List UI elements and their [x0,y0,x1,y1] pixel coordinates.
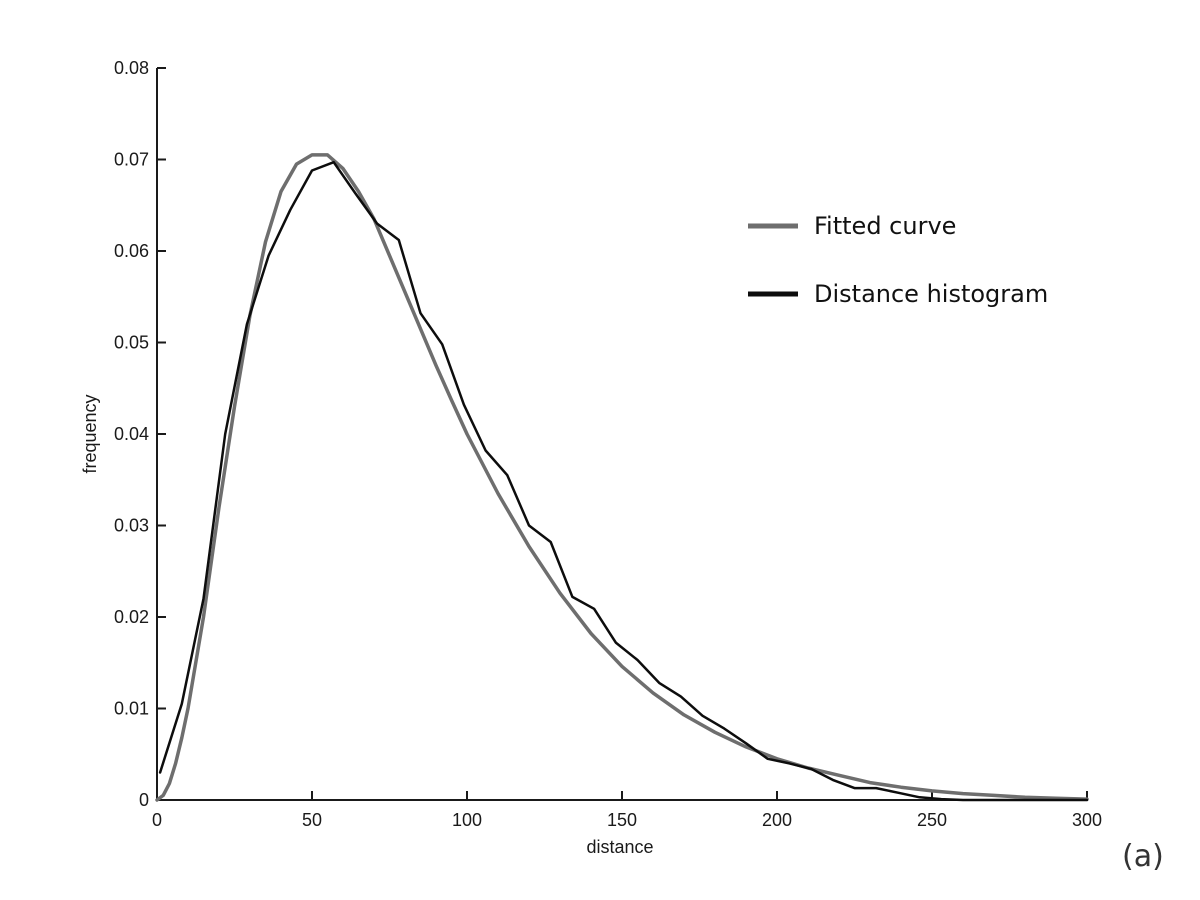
y-tick-label: 0.05 [114,333,149,353]
y-tick-label: 0.03 [114,516,149,536]
series-line-distance-histogram [158,160,1089,802]
series-layer [155,153,1089,802]
x-tick-label: 300 [1072,810,1102,830]
panel-label: (a) [1122,839,1164,874]
legend-label: Distance histogram [814,280,1048,308]
legend-label: Fitted curve [814,212,956,240]
x-tick-label: 200 [762,810,792,830]
y-tick-label: 0.06 [114,241,149,261]
y-tick-label: 0.04 [114,424,149,444]
x-tick-label: 50 [302,810,322,830]
x-tick-label: 150 [607,810,637,830]
legend: Fitted curve Distance histogram [748,212,1048,308]
x-tick-label: 0 [152,810,162,830]
x-axis-label: distance [586,837,653,857]
y-axis-label: frequency [80,394,100,473]
y-tick-label: 0.07 [114,150,149,170]
y-tick-label: 0.01 [114,699,149,719]
series-line-fitted-curve [155,153,1089,802]
x-axis-ticks: 0 50 100 150 200 250 300 [152,791,1102,830]
x-tick-label: 100 [452,810,482,830]
y-tick-label: 0.02 [114,607,149,627]
axes: 0 0.01 0.02 0.03 0.04 0.05 0.06 0.07 0.08 0 50 100… [114,58,1102,830]
y-axis-ticks: 0 0.01 0.02 0.03 0.04 0.05 0.06 0.07 0.08 [114,58,166,810]
y-tick-label: 0 [139,790,149,810]
x-tick-label: 250 [917,810,947,830]
y-tick-label: 0.08 [114,58,149,78]
